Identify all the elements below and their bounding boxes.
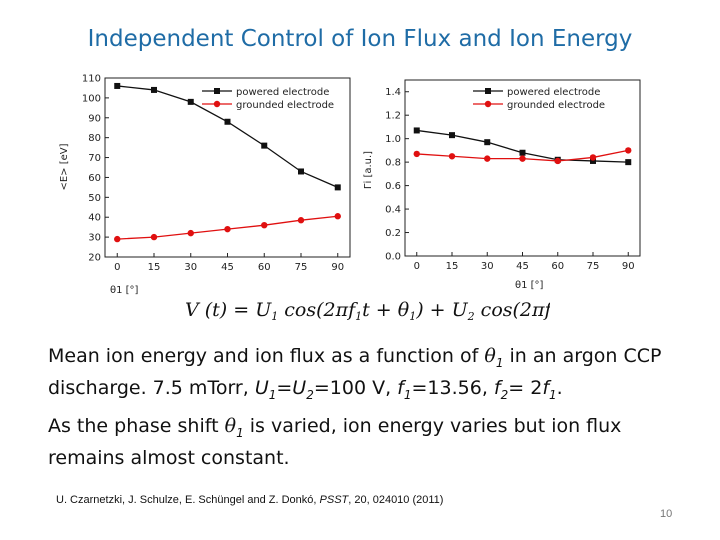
y-tick-label: 0.6 <box>385 181 401 192</box>
data-point-grounded <box>114 235 121 243</box>
x-tick-label: 60 <box>258 262 271 273</box>
data-point-grounded <box>589 154 597 161</box>
x-axis-label: θ1 [°] <box>110 285 139 296</box>
citation: U. Czarnetzki, J. Schulze, E. Schüngel a… <box>56 494 444 506</box>
conclusion-paragraph: As the phase shift θ1 is varied, ion ene… <box>48 415 622 469</box>
x-tick-label: 30 <box>184 262 197 273</box>
x-tick-label: 75 <box>295 262 308 273</box>
y-tick-label: 40 <box>88 213 101 224</box>
data-point-powered <box>187 98 194 105</box>
data-point-powered <box>413 127 420 134</box>
formula-part: t + θ <box>362 299 410 321</box>
data-point-grounded <box>187 229 194 237</box>
data-point-grounded <box>554 157 561 165</box>
x-tick-label: 30 <box>481 261 494 272</box>
caption-paragraph: Mean ion energy and ion flux as a functi… <box>48 345 662 402</box>
theta-symbol: θ <box>484 345 496 367</box>
theta-symbol: θ <box>224 415 237 437</box>
y-tick-label: 0.8 <box>385 158 401 169</box>
x-axis-label: θ1 [°] <box>515 280 544 291</box>
data-point-grounded <box>297 217 305 224</box>
data-point-grounded <box>150 233 158 241</box>
data-point-powered <box>224 118 231 125</box>
chart-legend: powered electrode grounded electrode <box>202 87 334 111</box>
data-point-grounded <box>413 150 420 158</box>
y-tick-label: 70 <box>88 153 101 164</box>
x-tick-label: 90 <box>331 262 344 273</box>
data-point-powered <box>298 168 304 175</box>
formula-part: cos(2πf <box>475 299 550 321</box>
ion-flux-chart: 0 15 30 45 60 75 90 0.0 0.2 0.4 0.6 0.8 1.0 1.2 1.4 po… <box>363 79 641 291</box>
data-point-powered <box>334 184 341 191</box>
data-point-grounded <box>334 213 341 220</box>
y-axis-label: <E> [eV] <box>59 143 70 190</box>
formula-part: cos(2πf <box>278 299 358 321</box>
y-tick-label: 30 <box>88 233 101 244</box>
data-point-powered <box>114 82 121 89</box>
ion-energy-chart: 0 15 30 45 60 75 90 20 30 40 50 60 70 80 90 100 110 powe… <box>59 74 351 296</box>
formula-part: ) + U <box>415 299 468 321</box>
data-point-powered <box>590 157 596 164</box>
y-tick-label: 80 <box>88 133 101 144</box>
data-point-powered <box>484 139 491 146</box>
data-point-powered <box>449 132 455 139</box>
data-point-powered <box>261 142 268 149</box>
data-point-grounded <box>519 155 526 162</box>
legend-label-grounded: grounded electrode <box>236 100 334 111</box>
data-point-powered <box>625 159 632 166</box>
x-tick-label: 0 <box>414 261 420 272</box>
x-tick-label: 90 <box>622 261 635 272</box>
formula-sub: 1 <box>271 310 278 323</box>
y-tick-label: 20 <box>88 253 101 264</box>
y-tick-label: 0.0 <box>385 252 401 263</box>
y-tick-label: 1.4 <box>385 87 401 98</box>
y-tick-label: 1.2 <box>385 111 401 122</box>
x-tick-label: 45 <box>516 261 529 272</box>
data-point-grounded <box>261 221 268 229</box>
y-tick-label: 110 <box>82 74 101 85</box>
data-point-grounded <box>224 225 231 233</box>
formula-sub: 1 <box>409 310 416 323</box>
legend-marker-powered <box>214 88 220 94</box>
y-tick-label: 0.2 <box>385 228 401 239</box>
legend-label-grounded: grounded electrode <box>507 100 605 111</box>
data-point-powered <box>151 86 157 93</box>
slide-title: Independent Control of Ion Flux and Ion … <box>87 26 633 52</box>
data-point-grounded <box>448 153 456 160</box>
data-point-grounded <box>484 155 491 162</box>
svg-text:V (t) = U1 cos(2πf1t + θ1) + U: V (t) = U1 cos(2πf1t + θ1) + U2 cos(2πf2… <box>185 299 550 323</box>
y-tick-label: 90 <box>88 113 101 124</box>
legend-marker-grounded <box>484 100 492 108</box>
x-tick-label: 75 <box>587 261 600 272</box>
legend-label-powered: powered electrode <box>236 87 329 98</box>
formula-sub: 2 <box>467 310 475 323</box>
y-tick-label: 0.4 <box>385 205 401 216</box>
y-tick-label: 100 <box>82 93 101 104</box>
legend-marker-grounded <box>213 100 221 108</box>
chart-legend: powered electrode grounded electrode <box>473 87 605 111</box>
page-number: 10 <box>660 508 673 520</box>
data-point-powered <box>519 149 526 156</box>
y-tick-label: 1.0 <box>385 134 401 145</box>
y-tick-label: 60 <box>88 173 101 184</box>
x-tick-label: 15 <box>148 262 161 273</box>
x-tick-label: 15 <box>446 261 459 272</box>
voltage-formula: V (t) = U1 cos(2πf1t + θ1) + U2 cos(2πf2… <box>185 299 550 323</box>
x-tick-label: 60 <box>551 261 564 272</box>
data-point-grounded <box>625 147 632 154</box>
legend-label-powered: powered electrode <box>507 87 600 98</box>
x-tick-label: 0 <box>114 262 120 273</box>
x-tick-label: 45 <box>221 262 234 273</box>
formula-part: V (t) = U <box>185 299 272 321</box>
formula-sub: 1 <box>355 310 362 323</box>
legend-marker-powered <box>485 88 491 94</box>
y-axis-label: Γi [a.u.] <box>363 151 374 189</box>
y-tick-label: 50 <box>88 193 101 204</box>
